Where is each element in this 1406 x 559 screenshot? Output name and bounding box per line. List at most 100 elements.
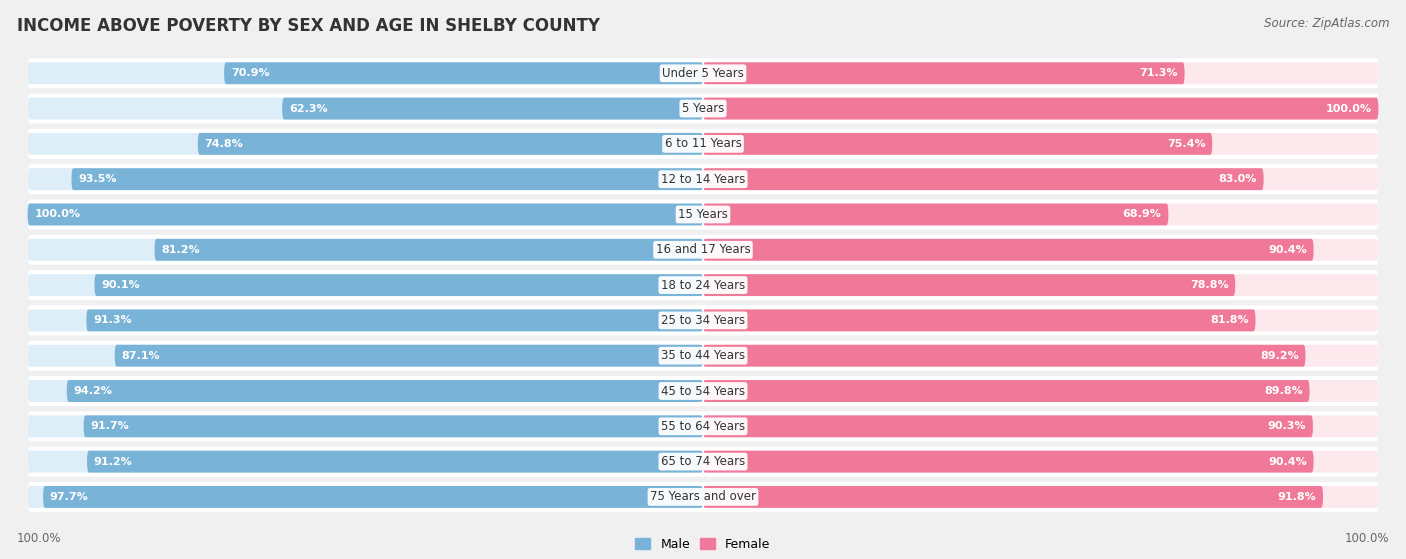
Text: 75 Years and over: 75 Years and over — [650, 490, 756, 504]
Text: 68.9%: 68.9% — [1123, 210, 1161, 220]
Text: 90.4%: 90.4% — [1268, 457, 1306, 467]
Text: 81.8%: 81.8% — [1211, 315, 1249, 325]
FancyBboxPatch shape — [703, 274, 1236, 296]
Text: 100.0%: 100.0% — [1344, 532, 1389, 545]
FancyBboxPatch shape — [28, 274, 703, 296]
FancyBboxPatch shape — [28, 486, 703, 508]
FancyBboxPatch shape — [28, 164, 1378, 194]
Text: Source: ZipAtlas.com: Source: ZipAtlas.com — [1264, 17, 1389, 30]
FancyBboxPatch shape — [87, 451, 703, 472]
Text: 90.4%: 90.4% — [1268, 245, 1306, 255]
FancyBboxPatch shape — [224, 62, 703, 84]
FancyBboxPatch shape — [703, 133, 1378, 155]
FancyBboxPatch shape — [28, 62, 703, 84]
FancyBboxPatch shape — [28, 133, 703, 155]
Text: 15 Years: 15 Years — [678, 208, 728, 221]
FancyBboxPatch shape — [703, 239, 1378, 260]
Text: 97.7%: 97.7% — [49, 492, 89, 502]
Text: 62.3%: 62.3% — [290, 103, 328, 113]
FancyBboxPatch shape — [86, 310, 703, 331]
FancyBboxPatch shape — [703, 415, 1313, 437]
Text: 5 Years: 5 Years — [682, 102, 724, 115]
FancyBboxPatch shape — [703, 203, 1168, 225]
FancyBboxPatch shape — [28, 129, 1378, 159]
Text: 93.5%: 93.5% — [79, 174, 117, 184]
Text: 81.2%: 81.2% — [162, 245, 200, 255]
FancyBboxPatch shape — [28, 482, 1378, 512]
Text: 91.3%: 91.3% — [93, 315, 132, 325]
Text: 94.2%: 94.2% — [73, 386, 112, 396]
FancyBboxPatch shape — [28, 305, 1378, 335]
Text: 87.1%: 87.1% — [121, 350, 160, 361]
FancyBboxPatch shape — [28, 411, 1378, 441]
Text: 89.8%: 89.8% — [1264, 386, 1303, 396]
FancyBboxPatch shape — [703, 168, 1264, 190]
FancyBboxPatch shape — [72, 168, 703, 190]
FancyBboxPatch shape — [28, 98, 703, 120]
FancyBboxPatch shape — [703, 451, 1378, 472]
FancyBboxPatch shape — [703, 345, 1306, 367]
FancyBboxPatch shape — [28, 270, 1378, 300]
FancyBboxPatch shape — [83, 415, 703, 437]
Legend: Male, Female: Male, Female — [630, 533, 776, 556]
Text: 35 to 44 Years: 35 to 44 Years — [661, 349, 745, 362]
Text: 90.1%: 90.1% — [101, 280, 139, 290]
FancyBboxPatch shape — [703, 62, 1378, 84]
Text: 70.9%: 70.9% — [231, 68, 270, 78]
FancyBboxPatch shape — [28, 310, 703, 331]
FancyBboxPatch shape — [28, 58, 1378, 88]
Text: 6 to 11 Years: 6 to 11 Years — [665, 138, 741, 150]
FancyBboxPatch shape — [28, 203, 703, 225]
Text: 100.0%: 100.0% — [1326, 103, 1372, 113]
FancyBboxPatch shape — [703, 345, 1378, 367]
FancyBboxPatch shape — [94, 274, 703, 296]
Text: 100.0%: 100.0% — [17, 532, 62, 545]
FancyBboxPatch shape — [28, 447, 1378, 477]
FancyBboxPatch shape — [703, 98, 1378, 120]
Text: 91.8%: 91.8% — [1278, 492, 1316, 502]
Text: 83.0%: 83.0% — [1219, 174, 1257, 184]
Text: 12 to 14 Years: 12 to 14 Years — [661, 173, 745, 186]
FancyBboxPatch shape — [28, 376, 1378, 406]
Text: 65 to 74 Years: 65 to 74 Years — [661, 455, 745, 468]
FancyBboxPatch shape — [703, 380, 1309, 402]
FancyBboxPatch shape — [703, 239, 1313, 260]
FancyBboxPatch shape — [198, 133, 703, 155]
Text: 91.7%: 91.7% — [90, 421, 129, 432]
FancyBboxPatch shape — [703, 486, 1323, 508]
Text: 16 and 17 Years: 16 and 17 Years — [655, 243, 751, 256]
FancyBboxPatch shape — [44, 486, 703, 508]
FancyBboxPatch shape — [155, 239, 703, 260]
FancyBboxPatch shape — [28, 203, 703, 225]
FancyBboxPatch shape — [703, 380, 1378, 402]
FancyBboxPatch shape — [28, 235, 1378, 265]
Text: INCOME ABOVE POVERTY BY SEX AND AGE IN SHELBY COUNTY: INCOME ABOVE POVERTY BY SEX AND AGE IN S… — [17, 17, 600, 35]
FancyBboxPatch shape — [28, 340, 1378, 371]
FancyBboxPatch shape — [703, 133, 1212, 155]
Text: 89.2%: 89.2% — [1260, 350, 1299, 361]
Text: 18 to 24 Years: 18 to 24 Years — [661, 278, 745, 292]
Text: 71.3%: 71.3% — [1139, 68, 1178, 78]
FancyBboxPatch shape — [703, 486, 1378, 508]
FancyBboxPatch shape — [703, 310, 1378, 331]
FancyBboxPatch shape — [115, 345, 703, 367]
Text: 78.8%: 78.8% — [1189, 280, 1229, 290]
FancyBboxPatch shape — [28, 200, 1378, 230]
FancyBboxPatch shape — [66, 380, 703, 402]
Text: 55 to 64 Years: 55 to 64 Years — [661, 420, 745, 433]
Text: Under 5 Years: Under 5 Years — [662, 67, 744, 80]
Text: 74.8%: 74.8% — [204, 139, 243, 149]
FancyBboxPatch shape — [703, 98, 1378, 120]
FancyBboxPatch shape — [703, 203, 1378, 225]
Text: 90.3%: 90.3% — [1268, 421, 1306, 432]
FancyBboxPatch shape — [28, 239, 703, 260]
FancyBboxPatch shape — [28, 451, 703, 472]
FancyBboxPatch shape — [28, 415, 703, 437]
FancyBboxPatch shape — [28, 168, 703, 190]
Text: 45 to 54 Years: 45 to 54 Years — [661, 385, 745, 397]
FancyBboxPatch shape — [283, 98, 703, 120]
FancyBboxPatch shape — [28, 345, 703, 367]
Text: 100.0%: 100.0% — [34, 210, 80, 220]
FancyBboxPatch shape — [703, 415, 1378, 437]
FancyBboxPatch shape — [28, 93, 1378, 124]
